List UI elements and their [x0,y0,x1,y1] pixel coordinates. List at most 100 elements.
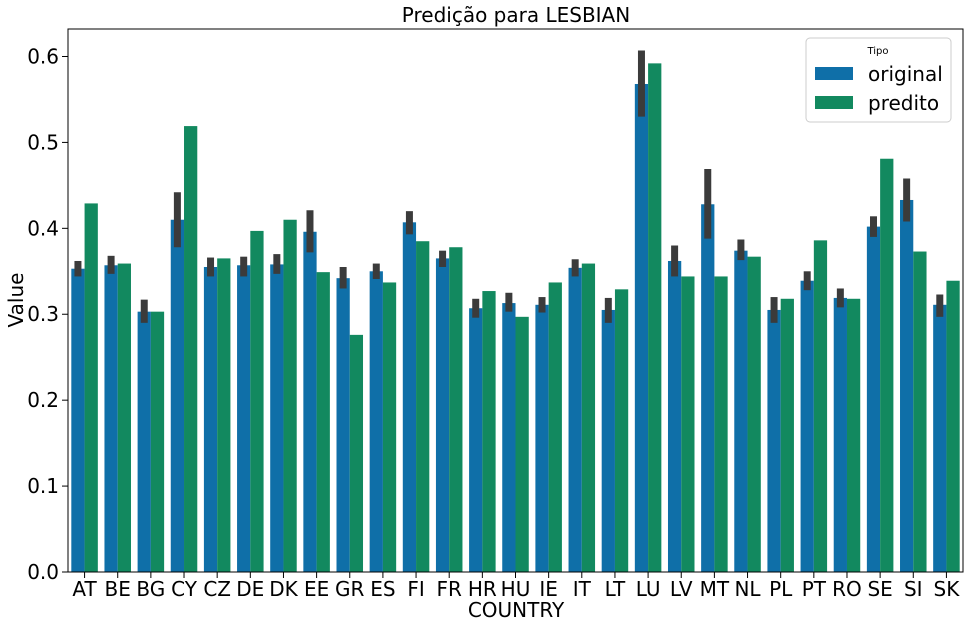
legend-title: Tipo [866,46,888,57]
x-tick-label-EE: EE [304,577,329,601]
bar-predito-MT [714,276,728,572]
bar-original-IE [535,304,549,572]
x-tick-label-CZ: CZ [203,577,231,601]
x-tick-label-IE: IE [539,577,558,601]
bar-original-CY [170,219,185,572]
bar-original-SK [933,304,947,572]
bar-predito-IT [581,263,596,572]
bar-predito-LU [648,63,662,572]
x-axis: AT BE BG CY CZ DE DK EE GR ES FI FR HR HU IE IT LT LU LV MT… [72,572,960,601]
x-tick-label-PT: PT [802,577,827,601]
bar-original-ES [369,271,383,572]
bar-original-FI [402,222,417,572]
bar-predito-HU [515,316,529,572]
bar-original-FR [435,258,450,572]
x-tick-label-HU: HU [501,577,531,601]
bar-predito-DK [283,219,297,572]
bar-original-NL [734,250,748,572]
bar-predito-AT [84,203,98,573]
bar-predito-HR [482,291,496,572]
bar-original-PL [767,309,781,572]
legend: Tipo original predito [805,37,952,123]
bar-original-DK [270,264,284,572]
bar-predito-CY [184,126,198,572]
y-tick-label: 0.6 [27,44,59,68]
x-tick-label-PL: PL [769,577,793,601]
x-tick-label-NL: NL [734,577,761,601]
legend-label-original: original [868,62,943,86]
bar-original-LU [634,83,649,573]
bar-predito-FR [449,247,463,572]
bar-original-BE [104,265,118,572]
x-tick-label-RO: RO [832,577,862,601]
x-tick-label-BE: BE [105,577,131,601]
x-tick-label-IT: IT [573,577,592,601]
bar-predito-CZ [217,258,231,572]
x-tick-label-CY: CY [171,577,198,601]
x-tick-label-AT: AT [72,577,97,601]
x-tick-label-LU: LU [636,577,661,601]
x-tick-label-GR: GR [335,577,364,601]
bar-predito-NL [747,256,761,572]
bar-predito-EE [316,272,330,572]
bar-predito-PT [813,240,828,572]
bar-predito-SK [946,280,960,572]
y-tick-label: 0.5 [27,130,59,154]
x-tick-label-SK: SK [934,577,961,601]
x-axis-label: COUNTRY [468,598,565,622]
bar-predito-ES [382,282,397,572]
bar-predito-FI [416,241,430,572]
bar-predito-RO [846,298,861,572]
y-tick-label: 0.3 [27,302,59,326]
bar-predito-BG [150,311,165,572]
bar-predito-GR [349,334,364,572]
x-tick-label-HR: HR [468,577,497,601]
bar-predito-BE [117,263,131,572]
bar-predito-LT [614,289,629,572]
bar-predito-SI [913,251,927,572]
x-tick-label-MT: MT [700,577,730,601]
x-tick-label-FI: FI [407,577,424,601]
bar-original-HR [469,308,483,572]
bar-predito-DE [250,230,264,572]
bar-original-EE [303,231,317,573]
bar-original-CZ [203,266,218,572]
bar-original-IT [568,267,582,572]
y-axis-label: Value [4,273,28,328]
bar-original-LV [667,260,682,572]
x-tick-label-BG: BG [136,577,165,601]
y-tick-label: 0.0 [27,560,59,584]
x-tick-label-LV: LV [670,577,693,601]
bar-original-AT [71,268,85,572]
bar-original-BG [137,311,151,572]
y-tick-label: 0.4 [27,216,59,240]
x-tick-label-DK: DK [269,577,298,601]
bar-original-SE [866,226,881,572]
bar-original-GR [336,278,350,572]
x-tick-label-DE: DE [236,577,264,601]
errorbars-layer [74,50,944,323]
bar-original-RO [833,297,847,572]
chart-title: Predição para LESBIAN [402,3,630,27]
bar-original-MT [701,204,715,572]
bar-original-DE [237,265,251,572]
bar-original-PT [800,280,814,572]
bar-original-HU [502,303,516,572]
y-axis: 0.0 0.1 0.2 0.3 0.4 0.5 0.6 [27,44,68,584]
x-tick-label-LT: LT [605,577,626,601]
legend-label-predito: predito [868,91,939,115]
x-tick-label-ES: ES [370,577,395,601]
bars-layer [71,63,960,573]
legend-swatch-original [815,67,853,80]
x-tick-label-SE: SE [867,577,892,601]
x-tick-label-FR: FR [437,577,463,601]
legend-swatch-predito [815,96,853,109]
bar-predito-IE [548,282,562,572]
bar-original-LT [601,309,615,572]
y-tick-label: 0.2 [27,388,59,412]
bar-original-SI [900,199,914,573]
bar-predito-PL [780,298,794,572]
bar-predito-SE [880,158,894,572]
x-tick-label-SI: SI [904,577,923,601]
